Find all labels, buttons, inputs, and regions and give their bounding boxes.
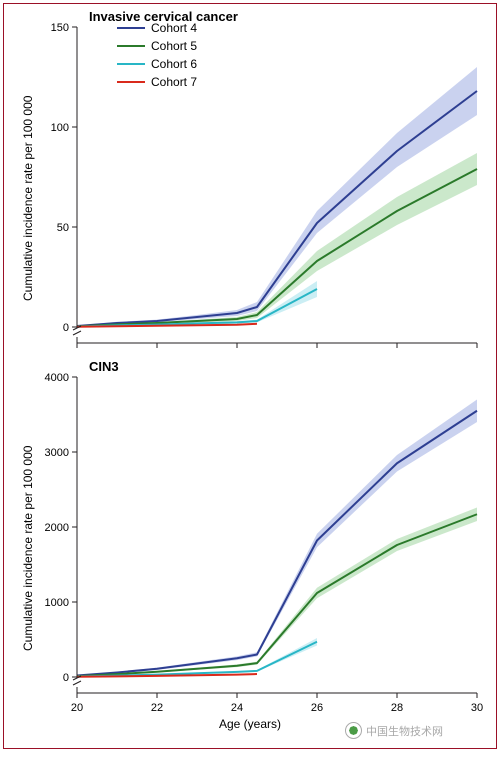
figure-container: Invasive cervical cancer Cohort 4Cohort … [3,3,497,749]
y-axis-label-bottom: Cumulative incidence rate per 100 000 [21,446,35,651]
panel-top: Invasive cervical cancer Cohort 4Cohort … [7,7,493,357]
legend-item: Cohort 6 [117,55,197,73]
chart-title-bottom: CIN3 [89,359,119,374]
svg-text:0: 0 [63,322,69,334]
chart-svg-bottom: 0 1000 2000 3000 4000 20 22 24 26 28 30 [7,357,487,745]
legend-swatch [117,81,145,83]
svg-text:150: 150 [51,22,69,34]
panel-bottom: CIN3 Cumulative incidence rate per 100 0… [7,357,493,745]
svg-text:50: 50 [57,222,69,234]
legend: Cohort 4 Cohort 5 Cohort 6 Cohort 7 [117,19,197,91]
svg-text:100: 100 [51,122,69,134]
legend-item: Cohort 7 [117,73,197,91]
svg-text:26: 26 [311,702,323,714]
legend-swatch [117,45,145,47]
legend-swatch [117,27,145,29]
svg-text:4000: 4000 [45,372,69,384]
watermark: 中国生物技术网 [345,722,443,739]
watermark-text: 中国生物技术网 [366,723,443,739]
x-axis-label: Age (years) [219,717,281,731]
svg-text:22: 22 [151,702,163,714]
svg-text:24: 24 [231,702,243,714]
svg-text:1000: 1000 [45,597,69,609]
legend-swatch [117,63,145,65]
legend-item: Cohort 4 [117,19,197,37]
svg-text:3000: 3000 [45,447,69,459]
y-axis-label-top: Cumulative incidence rate per 100 000 [21,96,35,301]
legend-label: Cohort 4 [151,21,197,35]
legend-label: Cohort 6 [151,57,197,71]
legend-label: Cohort 7 [151,75,197,89]
svg-text:20: 20 [71,702,83,714]
svg-text:30: 30 [471,702,483,714]
legend-label: Cohort 5 [151,39,197,53]
watermark-logo-icon [345,722,362,739]
chart-svg-top: 0 50 100 150 [7,7,487,357]
legend-item: Cohort 5 [117,37,197,55]
svg-text:2000: 2000 [45,522,69,534]
svg-text:28: 28 [391,702,403,714]
svg-text:0: 0 [63,672,69,684]
